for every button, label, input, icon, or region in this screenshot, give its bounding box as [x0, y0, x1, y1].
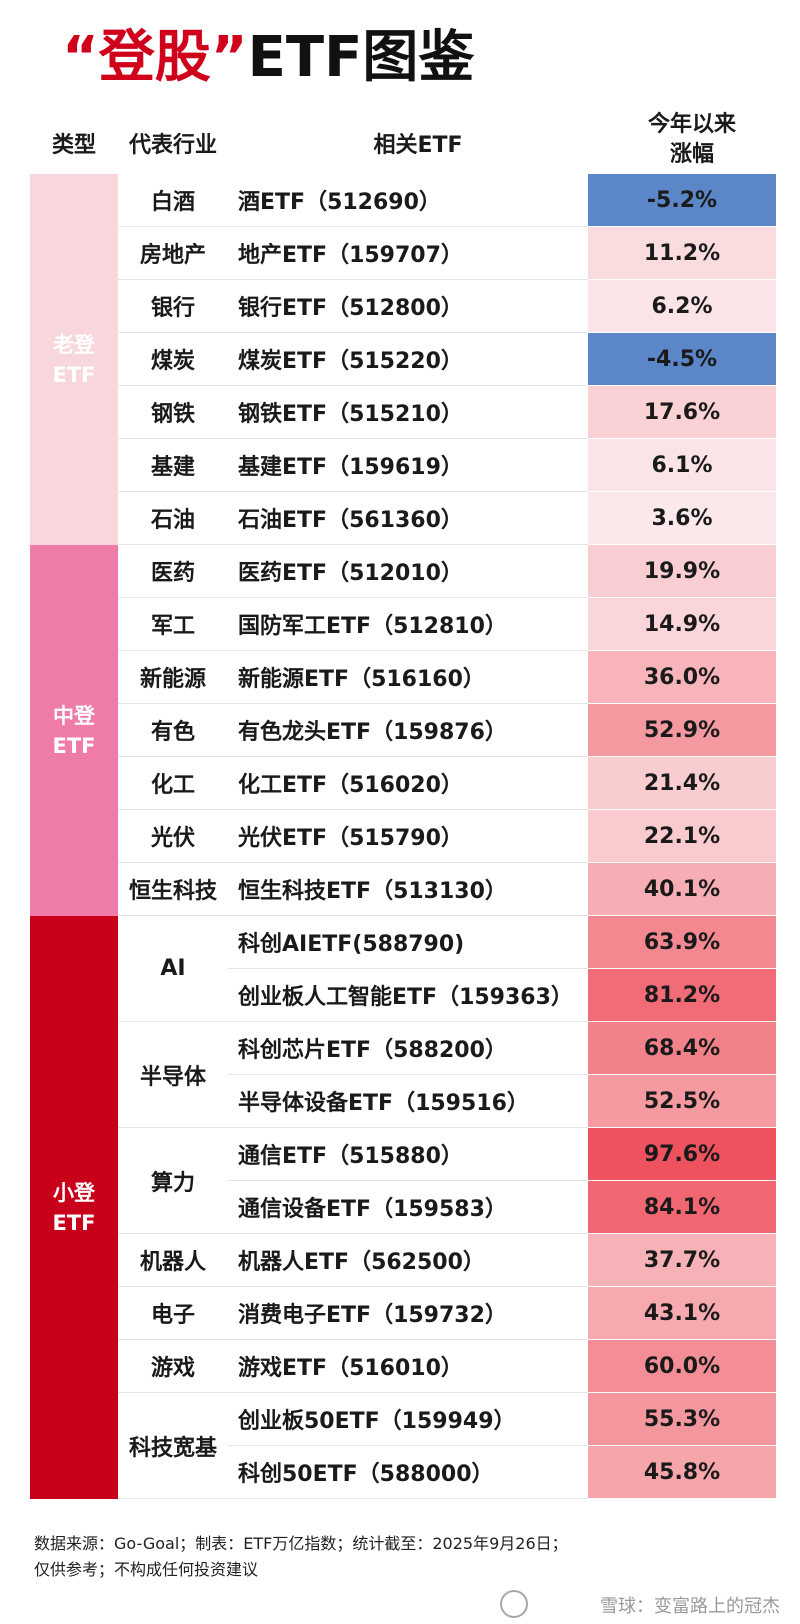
change-value-cell: 6.1%	[588, 439, 776, 492]
etf-name-cell: 科创芯片ETF（588200）	[228, 1022, 588, 1075]
etf-name-cell: 创业板50ETF（159949）	[228, 1393, 588, 1446]
industry-cell: 半导体	[118, 1022, 228, 1128]
change-value-cell: 36.0%	[588, 651, 776, 704]
industry-cell: 煤炭	[118, 333, 228, 386]
etf-name-cell: 新能源ETF（516160）	[228, 651, 588, 704]
etf-name-cell: 消费电子ETF（159732）	[228, 1287, 588, 1340]
group-label-small: 小登 ETF	[30, 916, 118, 1499]
industry-cell: 医药	[118, 545, 228, 598]
industry-cell: 房地产	[118, 227, 228, 280]
etf-name-cell: 恒生科技ETF（513130）	[228, 863, 588, 916]
change-value-cell: 17.6%	[588, 386, 776, 439]
industry-cell: 军工	[118, 598, 228, 651]
etf-name-cell: 有色龙头ETF（159876）	[228, 704, 588, 757]
industry-cell: 基建	[118, 439, 228, 492]
etf-name-cell: 化工ETF（516020）	[228, 757, 588, 810]
header-type: 类型	[51, 133, 96, 158]
etf-name-cell: 石油ETF（561360）	[228, 492, 588, 545]
group-label-line2: ETF	[52, 1210, 96, 1235]
change-value-cell: 81.2%	[588, 969, 776, 1022]
industry-cell: 银行	[118, 280, 228, 333]
industry-cell: AI	[118, 916, 228, 1022]
group-label-line2: ETF	[52, 733, 96, 758]
change-value-cell: 84.1%	[588, 1181, 776, 1234]
etf-name-cell: 机器人ETF（562500）	[228, 1234, 588, 1287]
change-value-cell: 55.3%	[588, 1393, 776, 1446]
header-etf: 相关ETF	[373, 133, 463, 158]
change-value-cell: 60.0%	[588, 1340, 776, 1393]
change-value-cell: -4.5%	[588, 333, 776, 386]
etf-name-cell: 基建ETF（159619）	[228, 439, 588, 492]
footer-disclaimer: 仅供参考；不构成任何投资建议	[34, 1560, 259, 1579]
change-value-cell: 97.6%	[588, 1128, 776, 1181]
header-change: 今年以来 涨幅	[608, 110, 776, 176]
change-value-cell: 37.7%	[588, 1234, 776, 1287]
group-label-line2: ETF	[52, 362, 96, 387]
change-value-cell: 45.8%	[588, 1446, 776, 1499]
industry-cell: 有色	[118, 704, 228, 757]
industry-cell: 电子	[118, 1287, 228, 1340]
change-value-cell: 68.4%	[588, 1022, 776, 1075]
industry-cell: 光伏	[118, 810, 228, 863]
group-label-line1: 老登	[53, 332, 95, 357]
change-value-cell: 40.1%	[588, 863, 776, 916]
etf-name-cell: 银行ETF（512800）	[228, 280, 588, 333]
change-value-cell: 11.2%	[588, 227, 776, 280]
etf-name-cell: 科创50ETF（588000）	[228, 1446, 588, 1499]
change-value-cell: 14.9%	[588, 598, 776, 651]
industry-cell: 白酒	[118, 174, 228, 227]
group-label-line1: 小登	[53, 1180, 95, 1205]
change-value-cell: 52.5%	[588, 1075, 776, 1128]
etf-name-cell: 科创AIETF(588790)	[228, 916, 588, 969]
change-value-cell: -5.2%	[588, 174, 776, 227]
etf-name-cell: 国防军工ETF（512810）	[228, 598, 588, 651]
group-label-line1: 中登	[53, 703, 95, 728]
industry-cell: 游戏	[118, 1340, 228, 1393]
footer-source: 数据来源：Go-Goal；制表：ETF万亿指数；统计截至：2025年9月26日；	[34, 1534, 568, 1553]
industry-cell: 恒生科技	[118, 863, 228, 916]
etf-name-cell: 钢铁ETF（515210）	[228, 386, 588, 439]
etf-name-cell: 通信ETF（515880）	[228, 1128, 588, 1181]
etf-name-cell: 地产ETF（159707）	[228, 227, 588, 280]
change-value-cell: 43.1%	[588, 1287, 776, 1340]
title-quote: “登股”	[62, 25, 248, 90]
change-value-cell: 6.2%	[588, 280, 776, 333]
etf-name-cell: 医药ETF（512010）	[228, 545, 588, 598]
etf-name-cell: 煤炭ETF（515220）	[228, 333, 588, 386]
header-change-line2: 涨幅	[669, 142, 714, 167]
industry-cell: 科技宽基	[118, 1393, 228, 1499]
change-value-cell: 52.9%	[588, 704, 776, 757]
group-label-old: 老登 ETF	[30, 174, 118, 545]
change-value-cell: 19.9%	[588, 545, 776, 598]
header-change-line1: 今年以来	[647, 112, 736, 137]
etf-name-cell: 游戏ETF（516010）	[228, 1340, 588, 1393]
etf-name-cell: 光伏ETF（515790）	[228, 810, 588, 863]
change-value-cell: 22.1%	[588, 810, 776, 863]
page-title: “登股”ETF图鉴	[62, 18, 474, 98]
change-value-cell: 3.6%	[588, 492, 776, 545]
group-label-mid: 中登 ETF	[30, 545, 118, 916]
etf-name-cell: 酒ETF（512690）	[228, 174, 588, 227]
etf-name-cell: 通信设备ETF（159583）	[228, 1181, 588, 1234]
change-value-cell: 63.9%	[588, 916, 776, 969]
etf-name-cell: 创业板人工智能ETF（159363）	[228, 969, 588, 1022]
industry-cell: 机器人	[118, 1234, 228, 1287]
industry-cell: 化工	[118, 757, 228, 810]
change-value-cell: 21.4%	[588, 757, 776, 810]
industry-cell: 算力	[118, 1128, 228, 1234]
industry-cell: 钢铁	[118, 386, 228, 439]
title-rest: ETF图鉴	[247, 25, 475, 90]
industry-cell: 新能源	[118, 651, 228, 704]
industry-cell: 石油	[118, 492, 228, 545]
header-industry: 代表行业	[128, 133, 217, 158]
etf-name-cell: 半导体设备ETF（159516）	[228, 1075, 588, 1128]
watermark: 雪球：变富路上的冠杰	[600, 1596, 780, 1617]
xueqiu-logo-icon	[500, 1590, 528, 1618]
